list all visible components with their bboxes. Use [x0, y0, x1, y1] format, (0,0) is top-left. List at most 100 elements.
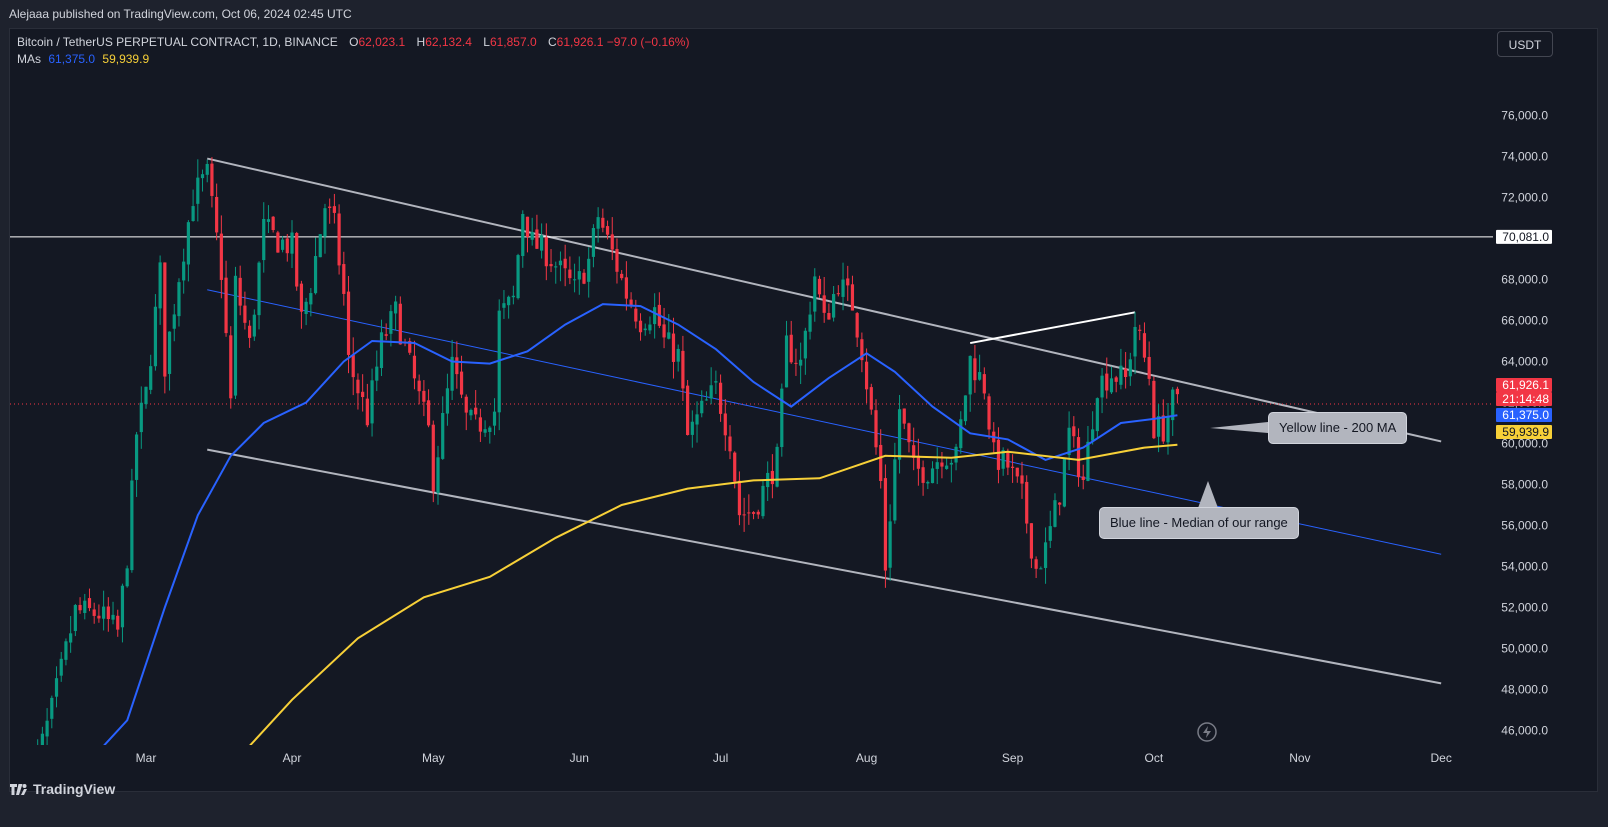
- candle: [97, 604, 101, 623]
- candle: [761, 480, 765, 519]
- y-tick-label: 72,000.0: [1501, 191, 1548, 205]
- candle: [1048, 510, 1052, 548]
- candle-body: [671, 333, 676, 362]
- candle-body: [125, 568, 129, 587]
- candle: [200, 169, 205, 192]
- candle-body: [700, 400, 704, 414]
- candle-body: [106, 606, 110, 620]
- ma-legend[interactable]: MAs 61,375.0 59,939.9: [17, 52, 149, 66]
- candle: [191, 189, 195, 222]
- candle-body: [1076, 437, 1081, 478]
- lightning-icon[interactable]: [1197, 722, 1217, 742]
- candle: [1058, 502, 1062, 516]
- candle-body: [111, 614, 115, 620]
- candle-body: [149, 366, 153, 390]
- candle: [926, 480, 930, 490]
- candle: [530, 217, 534, 246]
- candle-body: [73, 605, 77, 632]
- candle: [412, 340, 417, 390]
- change-value: −97.0 (−0.16%): [606, 35, 690, 49]
- candle: [280, 236, 285, 253]
- candle: [210, 157, 214, 208]
- candle: [968, 355, 972, 412]
- candle-body: [36, 752, 39, 769]
- candle: [248, 320, 252, 348]
- candle-body: [799, 359, 803, 366]
- candle-body: [610, 234, 614, 250]
- annotation-blue-line[interactable]: Blue line - Median of our range: [1099, 507, 1299, 539]
- candle: [356, 373, 360, 410]
- candle-body: [426, 400, 431, 426]
- candle-body: [276, 232, 280, 253]
- candle: [751, 511, 756, 520]
- candle: [535, 214, 539, 250]
- tradingview-logo[interactable]: TradingView: [10, 781, 115, 797]
- candle-body: [394, 301, 398, 314]
- candle-body: [1048, 526, 1052, 541]
- candle-body: [375, 366, 379, 381]
- candle: [271, 216, 275, 233]
- candle-body: [102, 606, 106, 619]
- candle-body: [681, 350, 685, 389]
- candle-body: [869, 387, 873, 410]
- candle-body: [45, 720, 49, 737]
- annotation-yellow-line[interactable]: Yellow line - 200 MA: [1268, 412, 1408, 444]
- chart-frame[interactable]: [9, 28, 1598, 792]
- candle: [502, 290, 506, 319]
- candle-body: [346, 291, 351, 355]
- candle: [233, 266, 238, 400]
- candle: [1171, 387, 1175, 436]
- countdown-tag-bg: [1496, 392, 1552, 406]
- candle-body: [930, 468, 935, 484]
- candle: [215, 183, 219, 241]
- y-tick-label: 58,000.0: [1501, 478, 1548, 492]
- candle: [464, 394, 468, 431]
- candle-body: [511, 295, 515, 298]
- x-tick-label: Mar: [136, 751, 157, 765]
- candle: [624, 261, 628, 311]
- candle-body: [846, 278, 850, 286]
- candle: [1161, 399, 1165, 444]
- candle: [596, 207, 600, 243]
- candle-body: [257, 262, 261, 316]
- candle-body: [945, 465, 949, 469]
- candle-body: [728, 436, 732, 452]
- candle: [389, 304, 393, 347]
- candle-body: [733, 452, 737, 482]
- candle: [40, 726, 44, 745]
- candle: [384, 323, 388, 341]
- candle-body: [182, 261, 186, 281]
- candle-body: [280, 239, 285, 250]
- y-tick-label: 52,000.0: [1501, 601, 1548, 615]
- low-value: 61,857.0: [489, 35, 537, 49]
- candle-body: [1142, 333, 1147, 358]
- candle-body: [229, 335, 233, 399]
- candle: [558, 251, 563, 282]
- candle: [238, 265, 242, 316]
- currency-button[interactable]: USDT: [1497, 31, 1553, 57]
- candle: [747, 494, 751, 525]
- candle: [930, 461, 935, 484]
- candle-body: [1109, 378, 1114, 393]
- symbol-title[interactable]: Bitcoin / TetherUS PERPETUAL CONTRACT, 1…: [17, 35, 338, 49]
- candle-body: [313, 256, 318, 294]
- candle: [69, 616, 73, 653]
- candle: [978, 354, 982, 381]
- candle-body: [210, 163, 214, 196]
- candle: [474, 390, 478, 420]
- candle-body: [540, 235, 544, 251]
- candle-body: [365, 398, 369, 426]
- candle: [897, 394, 902, 474]
- candle-body: [1156, 416, 1161, 437]
- candle: [511, 285, 515, 305]
- candle-body: [441, 412, 445, 459]
- candle: [73, 603, 77, 637]
- candle: [775, 443, 779, 488]
- candle: [1029, 523, 1034, 569]
- x-tick-label: Oct: [1145, 751, 1164, 765]
- candle: [205, 159, 209, 183]
- symbol-legend: Bitcoin / TetherUS PERPETUAL CONTRACT, 1…: [17, 35, 689, 49]
- candle-body: [921, 467, 925, 483]
- ma-blue-price-tag: 61,375.0: [1502, 408, 1549, 422]
